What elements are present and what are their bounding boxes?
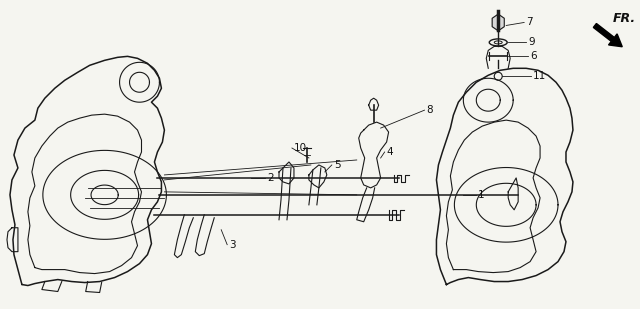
Text: 2: 2 [267, 173, 274, 183]
Text: 11: 11 [533, 71, 547, 81]
Text: FR.: FR. [613, 12, 636, 25]
Text: 8: 8 [426, 105, 433, 115]
Text: 3: 3 [229, 240, 236, 250]
FancyArrow shape [593, 23, 622, 47]
Text: 5: 5 [334, 160, 340, 170]
Text: 1: 1 [478, 190, 485, 200]
Polygon shape [492, 14, 504, 31]
Text: 10: 10 [294, 143, 307, 153]
Text: 9: 9 [528, 37, 535, 47]
Text: 6: 6 [530, 51, 537, 61]
Text: 4: 4 [387, 147, 393, 157]
Text: 7: 7 [526, 18, 532, 28]
